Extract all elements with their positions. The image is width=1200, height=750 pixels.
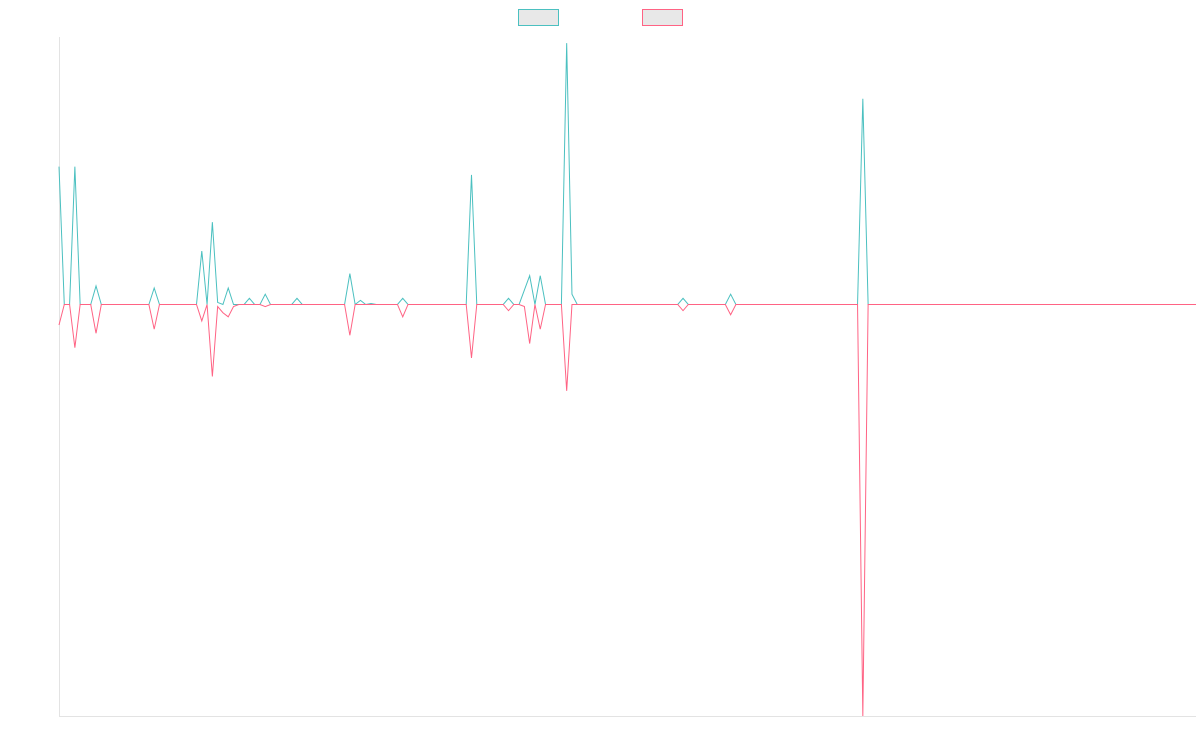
legend-swatch-1[interactable] — [518, 9, 559, 26]
series-line-1 — [58, 43, 1196, 306]
series-line-2 — [58, 303, 1196, 717]
legend-swatch-2[interactable] — [642, 9, 683, 26]
series-layer — [58, 43, 1196, 717]
chart-legend — [518, 9, 683, 26]
